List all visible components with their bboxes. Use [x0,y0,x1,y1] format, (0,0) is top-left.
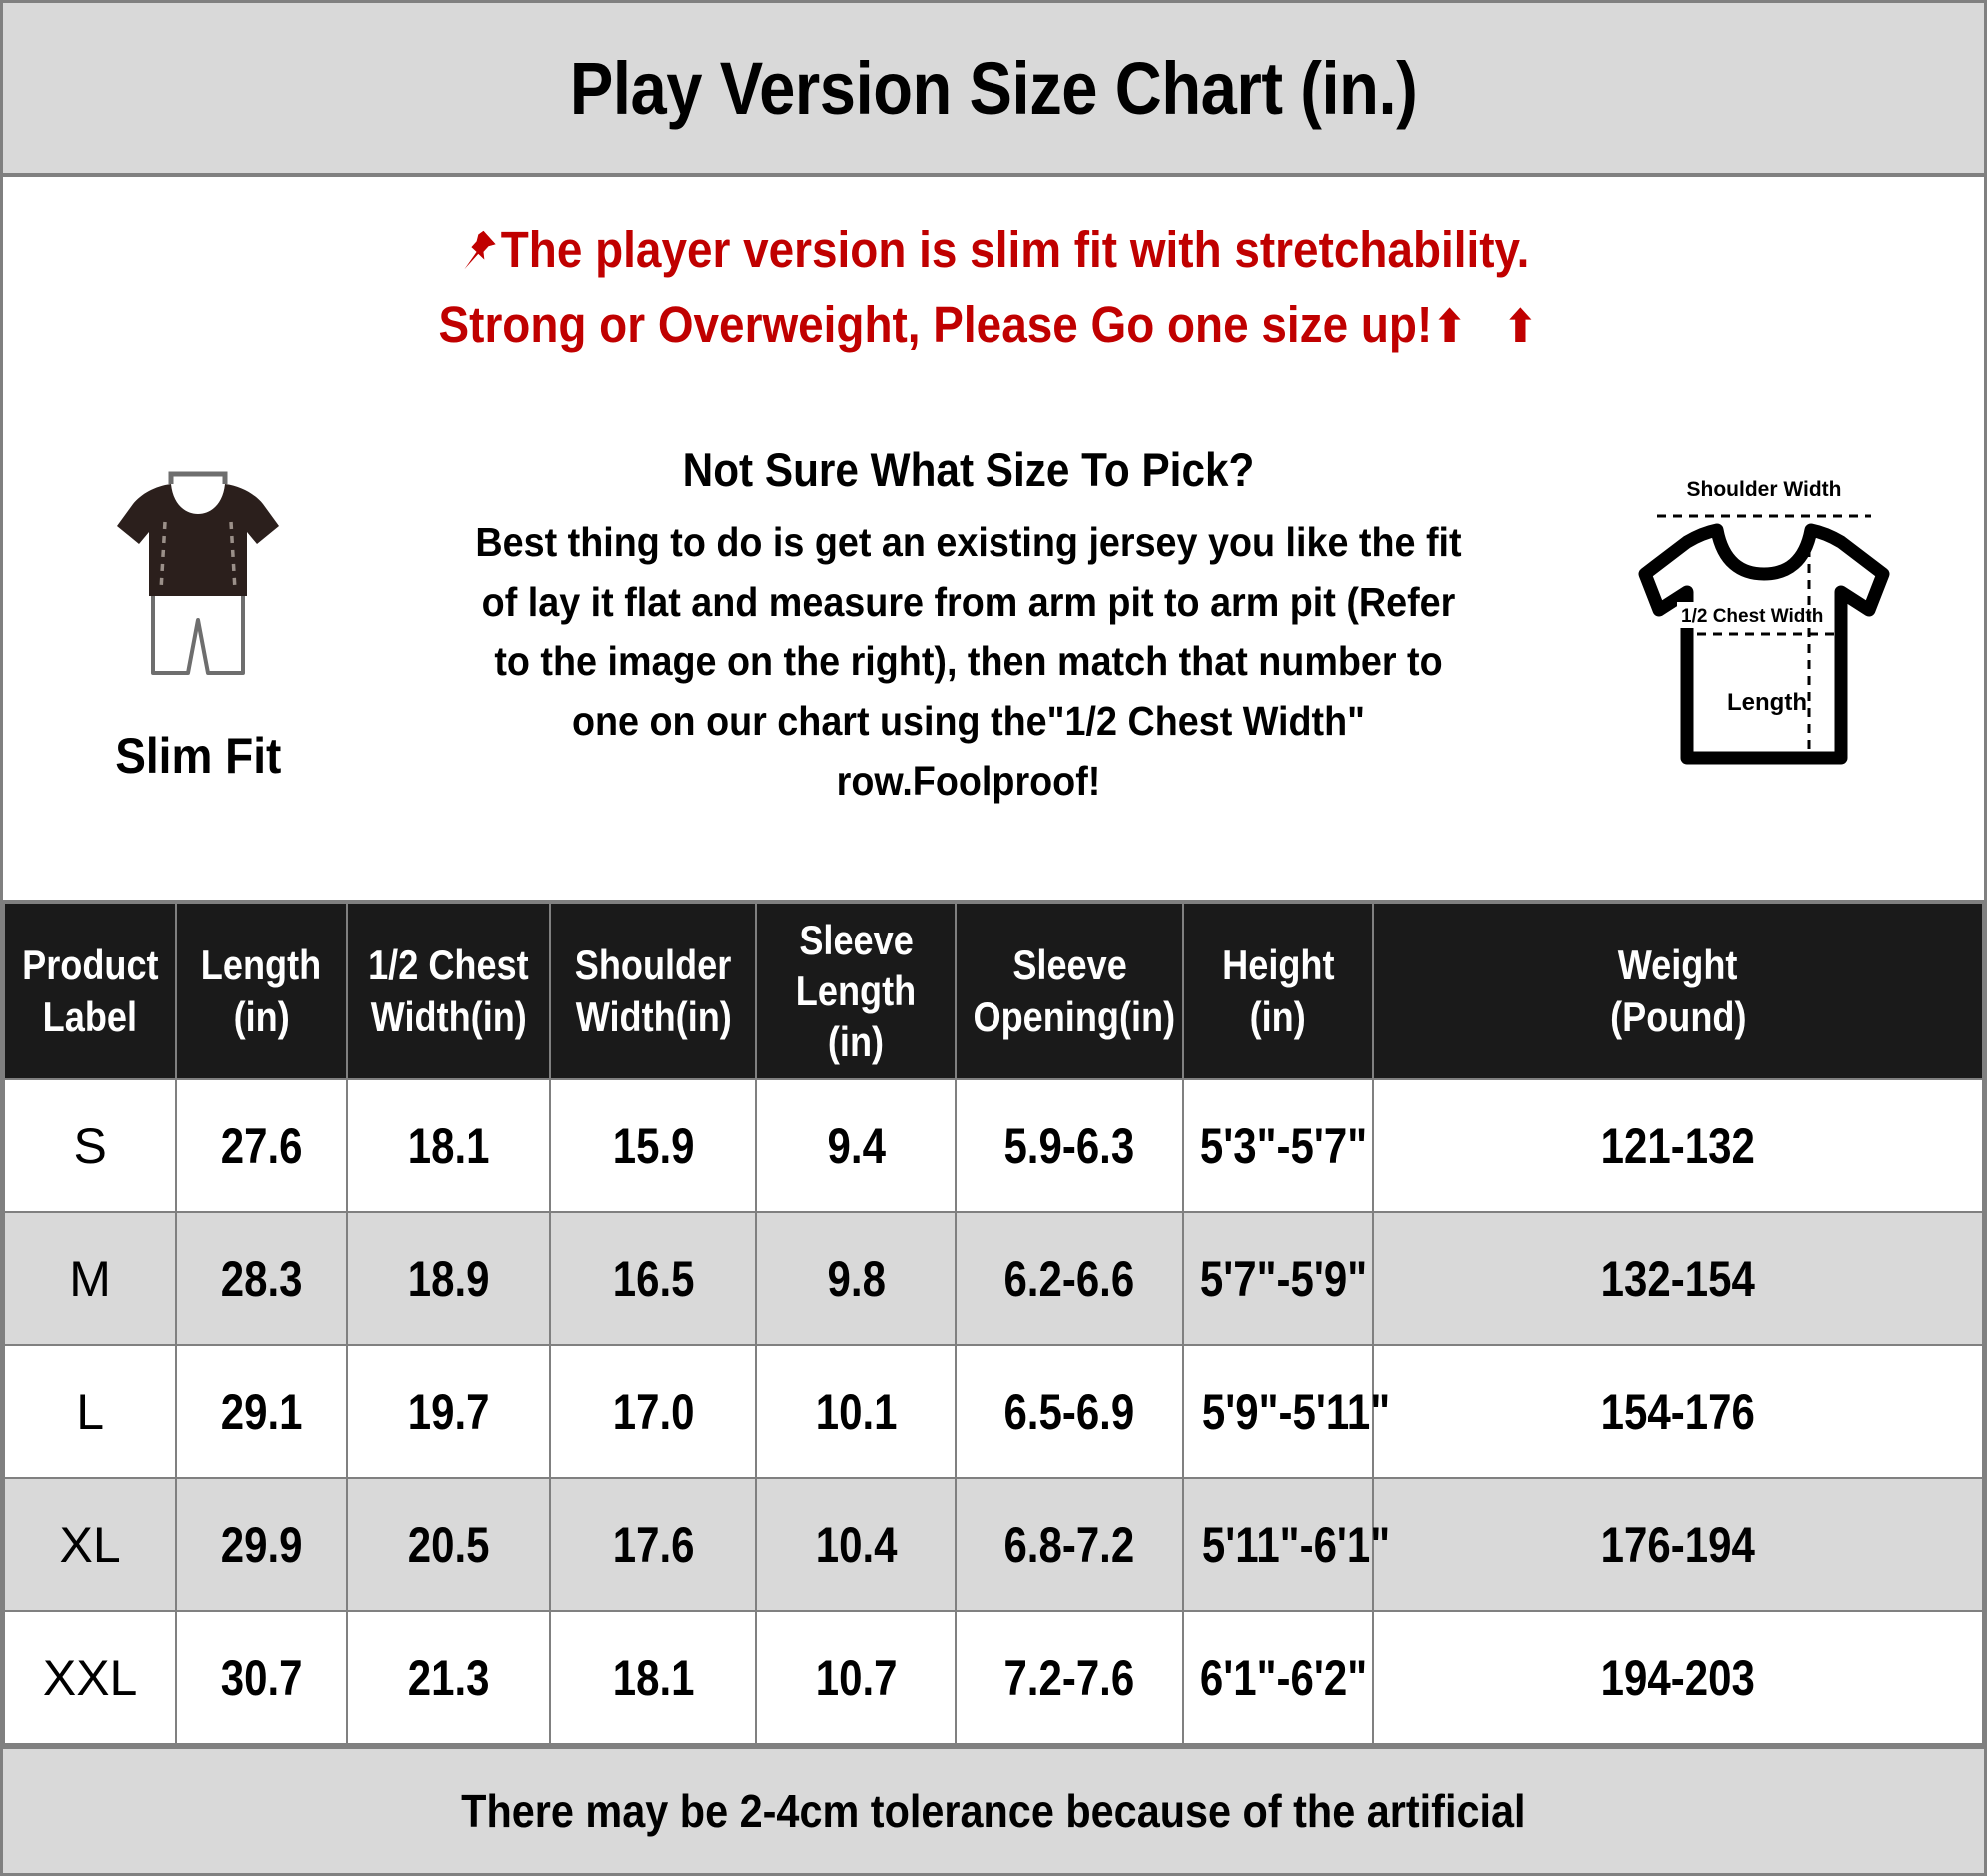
cell-sleeve-length: 9.4 [755,1078,958,1213]
cell-height: 6'1"-6'2" [1182,1610,1375,1745]
table-body: S 27.6 18.1 15.9 9.4 5.9-6.3 5'3"-5'7" 1… [3,1078,1984,1745]
cell-size-label: XXL [3,1610,178,1745]
cell-shoulder-width: 15.9 [549,1078,758,1213]
cell-sleeve-opening: 5.9-6.3 [955,1078,1185,1213]
hdr-line-1: Sleeve [799,916,914,963]
cell-height: 5'7"-5'9" [1182,1211,1375,1346]
guide-column: Not Sure What Size To Pick? Best thing t… [363,442,1574,812]
guide-heading: Not Sure What Size To Pick? [682,442,1255,496]
hdr-line-1: Shoulder [575,941,732,989]
arrow-up-icons: ⬆ ⬆ [1432,299,1549,354]
cell-size-label: XL [3,1477,178,1612]
hdr-line-2: Label [42,992,138,1040]
cell-length: 30.7 [175,1610,348,1745]
cell-height: 5'9"-5'11" [1182,1344,1390,1479]
notice-line-1: The player version is slim fit with stre… [102,215,1885,290]
svg-text:Shoulder Width: Shoulder Width [1687,478,1842,501]
table-row: S 27.6 18.1 15.9 9.4 5.9-6.3 5'3"-5'7" 1… [3,1078,1984,1213]
slim-fit-caption: Slim Fit [114,728,282,785]
svg-text:Length: Length [1727,689,1807,716]
cell-sleeve-opening: 7.2-7.6 [955,1610,1185,1745]
col-header-sleeve-opening: Sleeve Opening(in) [955,900,1185,1080]
cell-half-chest-width: 19.7 [345,1344,552,1479]
hdr-line-2: (in) [1249,992,1307,1040]
cell-sleeve-opening: 6.5-6.9 [955,1344,1185,1479]
table-row: XXL 30.7 21.3 18.1 10.7 7.2-7.6 6'1"-6'2… [3,1610,1984,1745]
notice-line-2: Strong or Overweight, Please Go one size… [102,290,1885,359]
table-header-row: Product Label Length (in) 1/2 Chest Widt… [3,900,1984,1080]
cell-size-label: L [3,1344,178,1479]
cell-half-chest-width: 20.5 [345,1477,552,1612]
col-header-sleeve-length: Sleeve Length (in) [755,900,958,1080]
hdr-line-1: Length [201,941,322,989]
hdr-line-1: 1/2 Chest [368,941,529,989]
cell-weight: 132-154 [1372,1211,1984,1346]
hdr-line-1: Sleeve [1011,941,1127,989]
page-title: Play Version Size Chart (in.) [569,46,1418,130]
table-row: M 28.3 18.9 16.5 9.8 6.2-6.6 5'7"-5'9" 1… [3,1211,1984,1346]
cell-length: 29.9 [175,1477,348,1612]
cell-sleeve-length: 10.1 [755,1344,958,1479]
footer-band: There may be 2-4cm tolerance because of … [3,1745,1984,1873]
cell-height: 5'3"-5'7" [1182,1078,1375,1213]
cell-weight: 194-203 [1372,1610,1984,1745]
col-header-product-label: Product Label [3,900,178,1080]
table-row: L 29.1 19.7 17.0 10.1 6.5-6.9 5'9"-5'11"… [3,1344,1984,1479]
svg-text:1/2 Chest Width: 1/2 Chest Width [1681,606,1823,627]
col-header-length: Length (in) [175,900,348,1080]
hdr-line-2: Length (in) [796,966,917,1066]
cell-sleeve-length: 10.7 [755,1610,958,1745]
slim-fit-jersey-icon [93,468,303,713]
hdr-line-2: Opening(in) [973,992,1176,1040]
table-header: Product Label Length (in) 1/2 Chest Widt… [3,900,1984,1080]
hdr-line-2: (Pound) [1609,992,1747,1040]
col-header-shoulder-width: Shoulder Width(in) [549,900,758,1080]
info-row: Slim Fit Not Sure What Size To Pick? Bes… [3,374,1984,900]
cell-shoulder-width: 17.6 [549,1477,758,1612]
notice-text-2: Strong or Overweight, Please Go one size… [438,296,1433,354]
cell-shoulder-width: 17.0 [549,1344,758,1479]
cell-size-label: M [3,1211,178,1346]
cell-sleeve-opening: 6.8-7.2 [955,1477,1185,1612]
guide-body: Best thing to do is get an existing jers… [475,518,1462,805]
cell-sleeve-length: 9.8 [755,1211,958,1346]
cell-weight: 154-176 [1372,1344,1984,1479]
cell-half-chest-width: 21.3 [345,1610,552,1745]
col-header-height: Height (in) [1182,900,1375,1080]
size-table: Product Label Length (in) 1/2 Chest Widt… [3,900,1984,1745]
cell-sleeve-length: 10.4 [755,1477,958,1612]
hdr-line-1: Height [1221,941,1335,989]
hdr-line-1: Product [21,941,159,989]
cell-size-label: S [3,1078,178,1213]
hdr-line-1: Weight [1618,941,1738,989]
table-row: XL 29.9 20.5 17.6 10.4 6.8-7.2 5'11"-6'1… [3,1477,1984,1612]
notice-block: The player version is slim fit with stre… [3,177,1984,374]
col-header-weight: Weight (Pound) [1372,900,1984,1080]
hdr-line-2: Width(in) [370,992,527,1040]
cell-weight: 176-194 [1372,1477,1984,1612]
notice-text-1: The player version is slim fit with stre… [500,221,1530,278]
cell-shoulder-width: 16.5 [549,1211,758,1346]
hdr-line-2: (in) [233,992,290,1040]
cell-half-chest-width: 18.1 [345,1078,552,1213]
diagram-column: Shoulder Width 1/2 Chest Width Length [1574,474,1954,779]
cell-length: 28.3 [175,1211,348,1346]
slim-fit-column: Slim Fit [33,468,363,785]
title-band: Play Version Size Chart (in.) [3,3,1984,177]
hdr-line-2: Width(in) [575,992,732,1040]
cell-shoulder-width: 18.1 [549,1610,758,1745]
cell-height: 5'11"-6'1" [1182,1477,1390,1612]
cell-length: 29.1 [175,1344,348,1479]
cell-sleeve-opening: 6.2-6.6 [955,1211,1185,1346]
col-header-half-chest-width: 1/2 Chest Width(in) [345,900,552,1080]
tshirt-measurement-diagram: Shoulder Width 1/2 Chest Width Length [1599,474,1929,779]
pushpin-icon [458,221,499,290]
cell-weight: 121-132 [1372,1078,1984,1213]
tolerance-note: There may be 2-4cm tolerance because of … [461,1785,1526,1837]
cell-half-chest-width: 18.9 [345,1211,552,1346]
cell-length: 27.6 [175,1078,348,1213]
